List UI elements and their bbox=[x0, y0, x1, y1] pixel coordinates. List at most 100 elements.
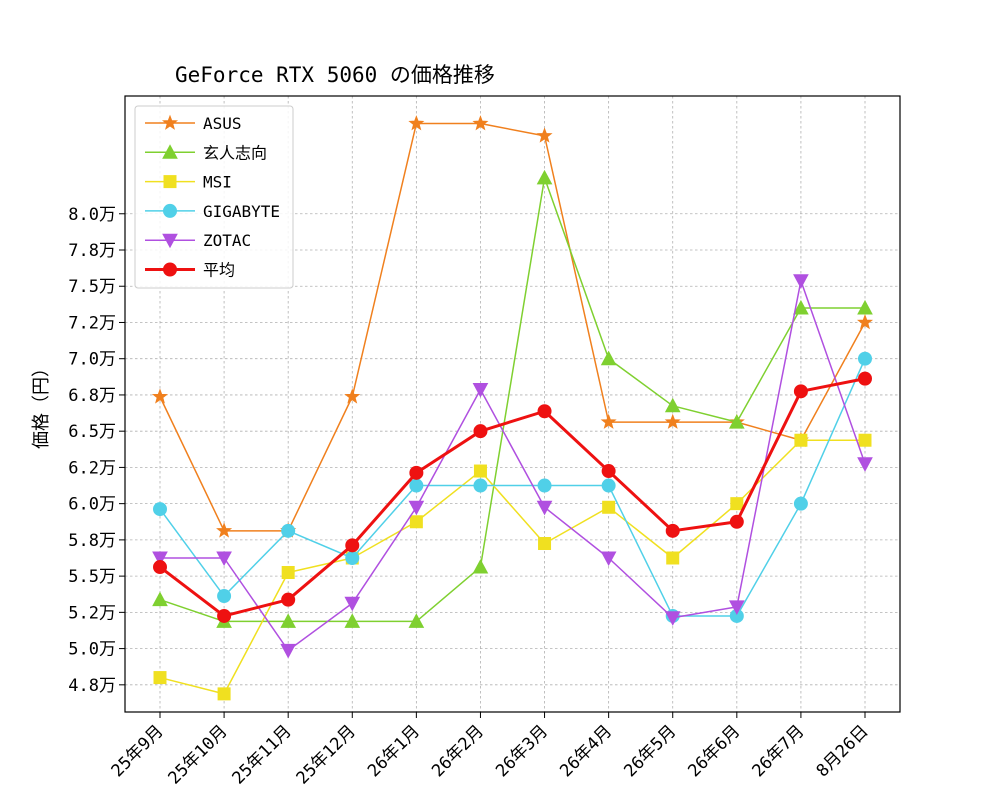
y-axis: 4.8万 5.0万 5.2万 5.5万 5.8万 6.0万 6.2万 6.5万 6.8万 7.0万… bbox=[68, 205, 125, 696]
series-0 bbox=[151, 115, 874, 538]
data-point bbox=[730, 497, 744, 511]
data-point bbox=[473, 464, 487, 478]
data-point bbox=[152, 551, 168, 567]
data-point bbox=[344, 613, 361, 628]
data-point bbox=[858, 351, 872, 366]
data-point bbox=[280, 643, 297, 659]
y-tick-label: 7.0万 bbox=[68, 350, 116, 370]
data-point bbox=[664, 397, 681, 413]
y-tick-label: 6.5万 bbox=[68, 422, 116, 442]
data-point bbox=[536, 127, 553, 143]
legend-label: 玄人志向 bbox=[203, 143, 267, 162]
legend-marker bbox=[162, 233, 178, 249]
data-point bbox=[280, 613, 297, 628]
series-line bbox=[160, 280, 866, 652]
data-point bbox=[664, 413, 681, 429]
data-point bbox=[600, 413, 617, 429]
data-point bbox=[281, 523, 296, 538]
data-point bbox=[728, 414, 745, 429]
series-line bbox=[159, 358, 866, 617]
legend-marker bbox=[163, 262, 177, 277]
plot-frame bbox=[124, 95, 901, 713]
data-point bbox=[408, 500, 425, 516]
y-tick-label: 7.8万 bbox=[68, 241, 116, 261]
chart-title: GeForce RTX 5060 の価格推移 bbox=[175, 63, 495, 87]
data-point bbox=[409, 465, 424, 480]
data-point bbox=[793, 274, 809, 289]
y-tick-label: 6.8万 bbox=[68, 386, 116, 406]
legend-marker bbox=[161, 114, 179, 130]
data-point bbox=[153, 671, 167, 685]
data-point bbox=[665, 523, 680, 538]
data-point bbox=[600, 350, 617, 366]
legend-marker bbox=[163, 175, 177, 189]
legend-label: ASUS bbox=[203, 114, 242, 133]
data-point bbox=[536, 500, 553, 516]
legend-label: 平均 bbox=[203, 261, 235, 280]
data-point bbox=[601, 478, 616, 493]
data-point bbox=[217, 608, 232, 623]
data-point bbox=[281, 592, 296, 607]
data-point bbox=[409, 515, 423, 529]
y-tick-label: 7.5万 bbox=[68, 277, 116, 297]
data-point bbox=[472, 559, 489, 574]
y-tick-label: 4.8万 bbox=[68, 676, 116, 696]
data-point bbox=[472, 383, 489, 398]
y-tick-label: 5.0万 bbox=[68, 640, 116, 660]
data-point bbox=[602, 500, 616, 514]
data-point bbox=[217, 589, 232, 604]
legend-marker bbox=[163, 203, 177, 218]
data-point bbox=[728, 600, 745, 615]
data-point bbox=[345, 538, 360, 553]
y-axis-label: 価格（円） bbox=[31, 359, 52, 449]
data-point bbox=[793, 384, 808, 399]
data-point bbox=[345, 551, 360, 565]
data-point bbox=[856, 314, 874, 330]
data-point bbox=[344, 596, 361, 612]
data-point bbox=[666, 551, 680, 565]
data-point bbox=[216, 551, 232, 567]
data-point bbox=[537, 478, 552, 493]
series-1 bbox=[152, 169, 873, 628]
legend-label: GIGABYTE bbox=[203, 202, 280, 221]
data-point bbox=[664, 611, 681, 626]
series-line bbox=[159, 122, 866, 532]
data-point bbox=[152, 591, 168, 607]
data-point bbox=[153, 502, 167, 517]
data-point bbox=[858, 433, 872, 447]
series-line bbox=[159, 177, 865, 623]
data-point bbox=[793, 496, 808, 511]
y-tick-label: 6.2万 bbox=[68, 458, 116, 478]
y-tick-label: 8.0万 bbox=[68, 205, 116, 225]
series-line bbox=[159, 377, 866, 618]
y-tick-label: 5.8万 bbox=[68, 531, 116, 551]
legend-marker bbox=[162, 144, 178, 159]
data-point bbox=[151, 388, 169, 404]
y-tick-label: 7.2万 bbox=[68, 313, 116, 333]
y-tick-label: 6.0万 bbox=[68, 495, 116, 515]
series-2 bbox=[153, 433, 872, 701]
y-tick-label: 5.5万 bbox=[68, 567, 116, 587]
data-point bbox=[408, 115, 425, 131]
data-point bbox=[729, 514, 744, 529]
data-point bbox=[473, 424, 488, 439]
data-point bbox=[409, 478, 424, 493]
data-point bbox=[601, 464, 616, 479]
data-point bbox=[153, 560, 167, 575]
data-point bbox=[217, 687, 231, 701]
data-point bbox=[281, 565, 295, 579]
data-point bbox=[472, 115, 489, 131]
legend-box bbox=[134, 105, 294, 289]
data-point bbox=[600, 551, 617, 567]
data-point bbox=[793, 299, 809, 315]
data-point bbox=[857, 457, 873, 472]
data-point bbox=[857, 299, 873, 315]
legend: ASUS 玄人志向 MSI GIGABYTE ZOTAC 平均 bbox=[134, 105, 294, 289]
data-point bbox=[408, 613, 425, 628]
data-point bbox=[344, 388, 361, 404]
data-point bbox=[473, 478, 488, 493]
data-point bbox=[216, 522, 233, 538]
y-tick-label: 5.2万 bbox=[68, 603, 116, 623]
legend-label: MSI bbox=[203, 173, 232, 192]
